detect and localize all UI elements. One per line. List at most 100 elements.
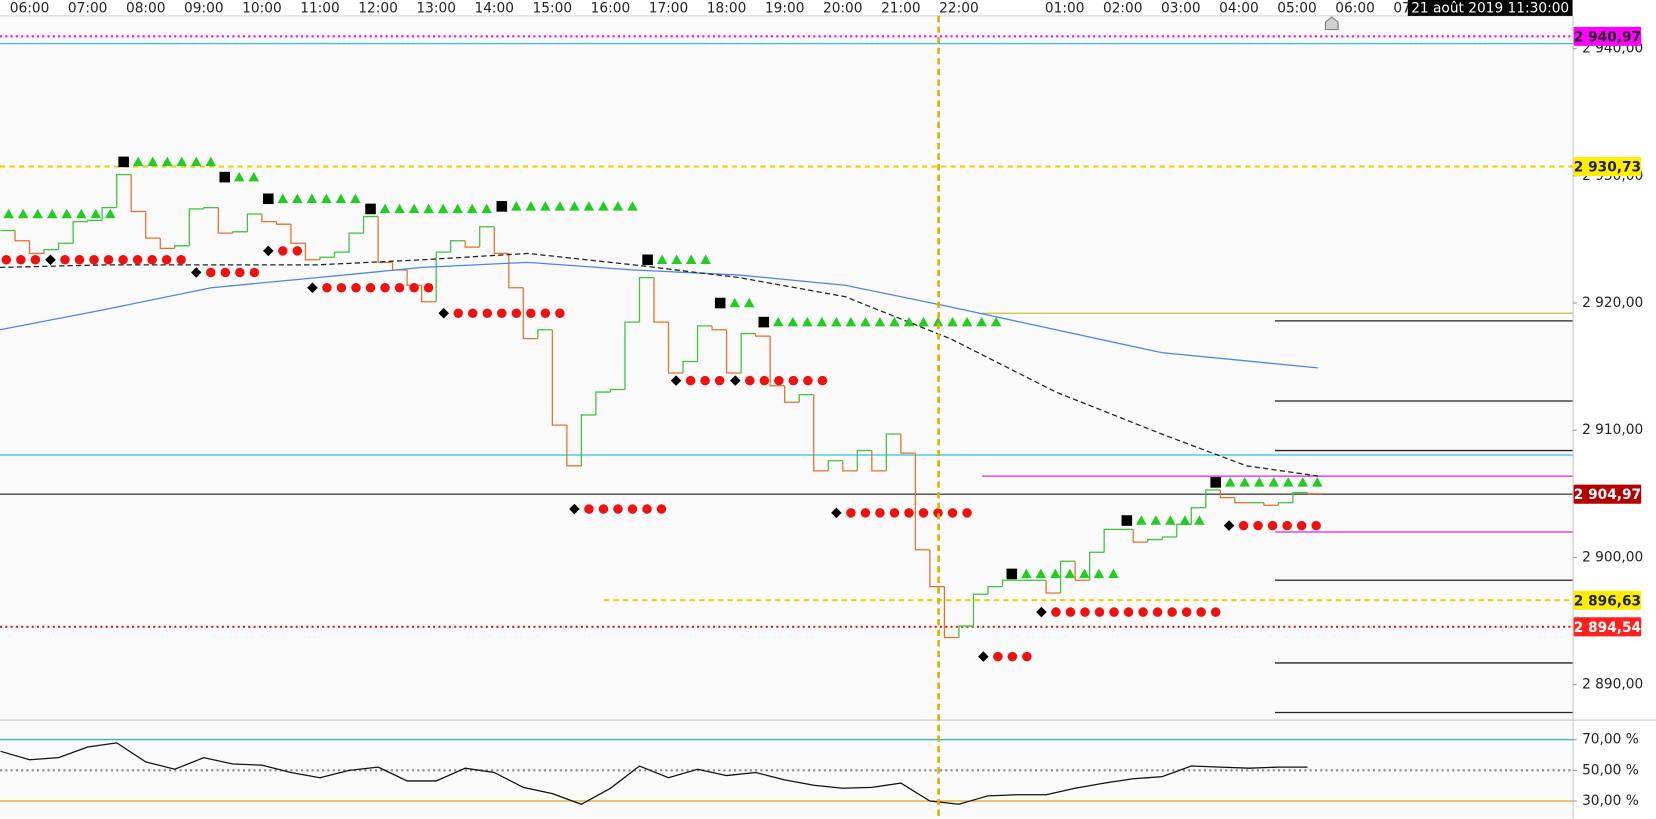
x-tick-label: 18:00 <box>707 0 747 16</box>
down-marker <box>1123 607 1134 617</box>
up-marker <box>437 203 449 214</box>
y-tick-label: 2 900,00 <box>1582 549 1643 565</box>
y-tick-label: 2 910,00 <box>1582 422 1643 438</box>
up-marker <box>350 193 361 203</box>
sell-signal <box>978 651 989 662</box>
down-marker <box>176 255 186 265</box>
down-marker <box>468 308 478 318</box>
up-marker <box>17 208 29 219</box>
up-marker <box>569 201 580 211</box>
price-step <box>203 207 219 209</box>
price-step <box>987 586 1003 595</box>
up-marker <box>90 208 102 219</box>
up-marker <box>976 316 987 327</box>
price-step <box>1306 492 1322 495</box>
price-step <box>1074 561 1090 581</box>
down-marker <box>1253 520 1263 531</box>
down-marker <box>336 283 347 293</box>
home-icon[interactable] <box>1324 16 1339 31</box>
down-marker <box>220 267 231 278</box>
x-tick-label: 17:00 <box>649 0 689 16</box>
up-marker <box>889 316 900 327</box>
buy-signal <box>758 316 770 328</box>
buy-signal <box>1121 515 1133 526</box>
down-marker <box>803 375 813 386</box>
up-marker <box>598 201 609 211</box>
price-step <box>667 322 684 374</box>
up-marker <box>132 156 144 167</box>
price-step <box>1263 502 1279 506</box>
down-marker <box>423 283 434 293</box>
price-step <box>1161 536 1177 540</box>
up-marker <box>671 254 682 265</box>
up-marker <box>700 254 711 265</box>
sell-signal <box>263 245 274 257</box>
up-marker <box>379 203 391 214</box>
down-marker <box>322 283 332 293</box>
plot-area <box>0 35 1573 714</box>
buy-signal <box>263 193 274 205</box>
up-marker <box>190 156 202 167</box>
price-step <box>1190 507 1206 525</box>
x-tick-label: 12:00 <box>358 0 398 16</box>
x-tick-label: 04:00 <box>1219 0 1259 16</box>
down-marker <box>860 508 871 518</box>
up-marker <box>1035 568 1047 579</box>
down-marker <box>918 508 929 518</box>
price-step <box>1059 560 1076 593</box>
price-tag-label: 2 904,97 <box>1574 487 1641 503</box>
down-marker <box>482 308 493 318</box>
down-marker <box>656 504 667 514</box>
price-step <box>1103 528 1119 553</box>
down-marker <box>278 246 288 256</box>
up-marker <box>612 201 624 211</box>
down-marker <box>1311 520 1321 531</box>
up-marker <box>802 316 813 327</box>
up-marker <box>540 201 551 211</box>
down-marker <box>1094 607 1105 617</box>
price-step <box>609 388 625 393</box>
down-marker <box>627 504 638 514</box>
down-marker <box>453 308 463 318</box>
down-marker <box>1267 520 1278 531</box>
up-marker <box>918 316 929 327</box>
up-marker <box>874 316 886 327</box>
up-marker <box>961 316 973 327</box>
price-step <box>595 391 611 415</box>
price-step <box>174 245 190 249</box>
price-step <box>435 251 451 302</box>
down-marker <box>540 308 551 318</box>
up-marker <box>61 208 73 219</box>
up-marker <box>1064 568 1076 579</box>
price-step <box>1088 551 1105 581</box>
price-step <box>1292 491 1308 503</box>
down-marker <box>613 504 623 514</box>
price-tag <box>1573 26 1642 46</box>
up-marker <box>105 208 116 219</box>
price-tag-label: 2 894,54 <box>1574 620 1641 636</box>
up-marker <box>1239 477 1251 487</box>
up-marker <box>176 156 188 167</box>
price-step <box>725 329 742 374</box>
price-step <box>885 433 901 471</box>
buy-signal <box>1006 568 1018 580</box>
up-marker <box>248 171 260 182</box>
moving-average-dashed <box>0 252 1319 477</box>
price-step <box>537 329 553 339</box>
price-step <box>682 360 698 373</box>
up-marker <box>233 171 245 182</box>
up-marker <box>903 316 915 327</box>
price-step <box>943 586 959 639</box>
down-marker <box>249 267 260 278</box>
down-marker <box>147 255 157 265</box>
up-marker <box>1108 568 1119 579</box>
x-tick-label: 06:00 <box>1335 0 1375 16</box>
sell-signal <box>569 503 580 515</box>
indicator-line <box>0 261 1318 369</box>
price-step <box>319 256 335 260</box>
up-marker <box>1079 568 1090 579</box>
price-step <box>304 243 320 261</box>
up-marker <box>277 193 289 203</box>
price-tag <box>1573 484 1642 504</box>
down-marker <box>889 508 900 518</box>
